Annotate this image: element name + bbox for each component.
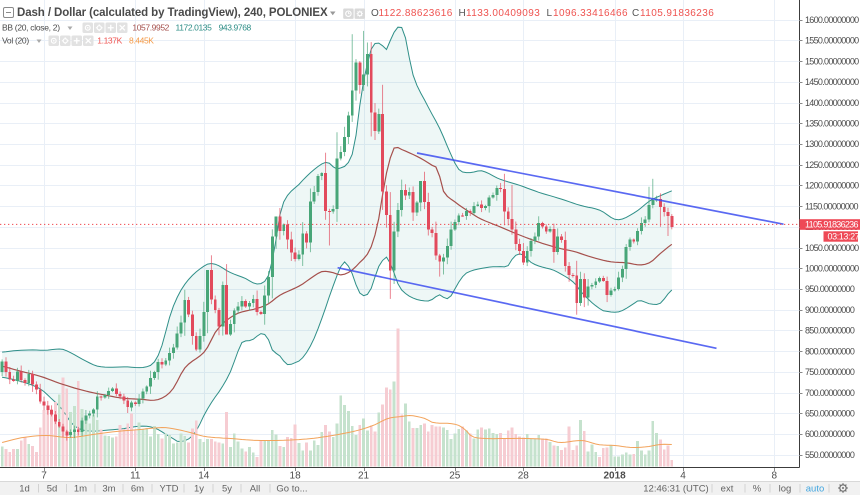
svg-text:1d: 1d [19, 484, 30, 495]
svg-text:12:46:31 (UTC): 12:46:31 (UTC) [643, 484, 708, 495]
svg-text:600.00000000: 600.00000000 [805, 429, 855, 439]
svg-text:1450.00000000: 1450.00000000 [805, 77, 859, 87]
svg-text:03:13:27: 03:13:27 [828, 232, 860, 242]
svg-text:8.445K: 8.445K [129, 36, 154, 46]
svg-text:1550.00000000: 1550.00000000 [805, 36, 859, 46]
svg-text:All: All [250, 484, 261, 495]
svg-text:14: 14 [198, 471, 210, 482]
svg-text:1105.91836236: 1105.91836236 [805, 220, 858, 230]
svg-text:1057.9952: 1057.9952 [132, 23, 169, 33]
svg-text:log: log [779, 484, 792, 495]
svg-text:1400.00000000: 1400.00000000 [805, 98, 859, 108]
svg-text:Vol (20): Vol (20) [2, 36, 29, 46]
svg-text:750.00000000: 750.00000000 [805, 367, 855, 377]
svg-text:8: 8 [772, 471, 778, 482]
svg-text:1000.00000000: 1000.00000000 [805, 264, 859, 274]
svg-text:1050.00000000: 1050.00000000 [805, 243, 859, 253]
svg-text:1133.00409093: 1133.00409093 [466, 8, 540, 19]
svg-text:800.00000000: 800.00000000 [805, 346, 855, 356]
svg-text:25: 25 [449, 471, 461, 482]
svg-text:11: 11 [130, 471, 141, 482]
svg-text:2018: 2018 [603, 471, 626, 482]
svg-text:Dash / Dollar (calculated by T: Dash / Dollar (calculated by TradingView… [17, 7, 328, 19]
svg-text:1500.00000000: 1500.00000000 [805, 56, 859, 66]
svg-text:550.00000000: 550.00000000 [805, 450, 855, 460]
svg-text:1300.00000000: 1300.00000000 [805, 139, 859, 149]
svg-text:1.137K: 1.137K [97, 36, 122, 46]
svg-text:BB (20, close, 2): BB (20, close, 2) [2, 23, 60, 33]
svg-text:1105.91836236: 1105.91836236 [640, 8, 714, 19]
svg-text:1122.88623616: 1122.88623616 [379, 8, 453, 19]
svg-text:943.9768: 943.9768 [219, 23, 252, 33]
svg-text:1350.00000000: 1350.00000000 [805, 119, 859, 129]
svg-text:ext: ext [721, 484, 734, 495]
svg-text:5d: 5d [47, 484, 58, 495]
svg-text:1172.0135: 1172.0135 [176, 23, 213, 33]
svg-text:21: 21 [358, 471, 370, 482]
svg-text:650.00000000: 650.00000000 [805, 409, 855, 419]
svg-text:C: C [632, 8, 639, 19]
svg-text:3m: 3m [102, 484, 115, 495]
svg-text:%: % [753, 484, 762, 495]
svg-text:1600.00000000: 1600.00000000 [805, 15, 859, 25]
svg-text:1250.00000000: 1250.00000000 [805, 160, 859, 170]
svg-text:1096.33416466: 1096.33416466 [553, 8, 628, 19]
svg-text:1150.00000000: 1150.00000000 [805, 201, 858, 211]
svg-text:900.00000000: 900.00000000 [805, 305, 855, 315]
svg-text:5y: 5y [222, 484, 232, 495]
svg-text:950.00000000: 950.00000000 [805, 284, 855, 294]
svg-text:L: L [547, 8, 553, 19]
svg-text:18: 18 [290, 471, 302, 482]
svg-text:1200.00000000: 1200.00000000 [805, 181, 859, 191]
svg-text:1y: 1y [194, 484, 204, 495]
svg-text:7: 7 [41, 471, 47, 482]
svg-text:auto: auto [806, 484, 825, 495]
svg-text:1m: 1m [74, 484, 87, 495]
svg-text:H: H [459, 8, 466, 19]
svg-text:YTD: YTD [160, 484, 179, 495]
svg-text:700.00000000: 700.00000000 [805, 388, 855, 398]
svg-text:6m: 6m [131, 484, 144, 495]
svg-text:28: 28 [518, 471, 530, 482]
svg-text:Go to...: Go to... [276, 484, 307, 495]
svg-text:850.00000000: 850.00000000 [805, 326, 855, 336]
svg-text:4: 4 [680, 471, 686, 482]
